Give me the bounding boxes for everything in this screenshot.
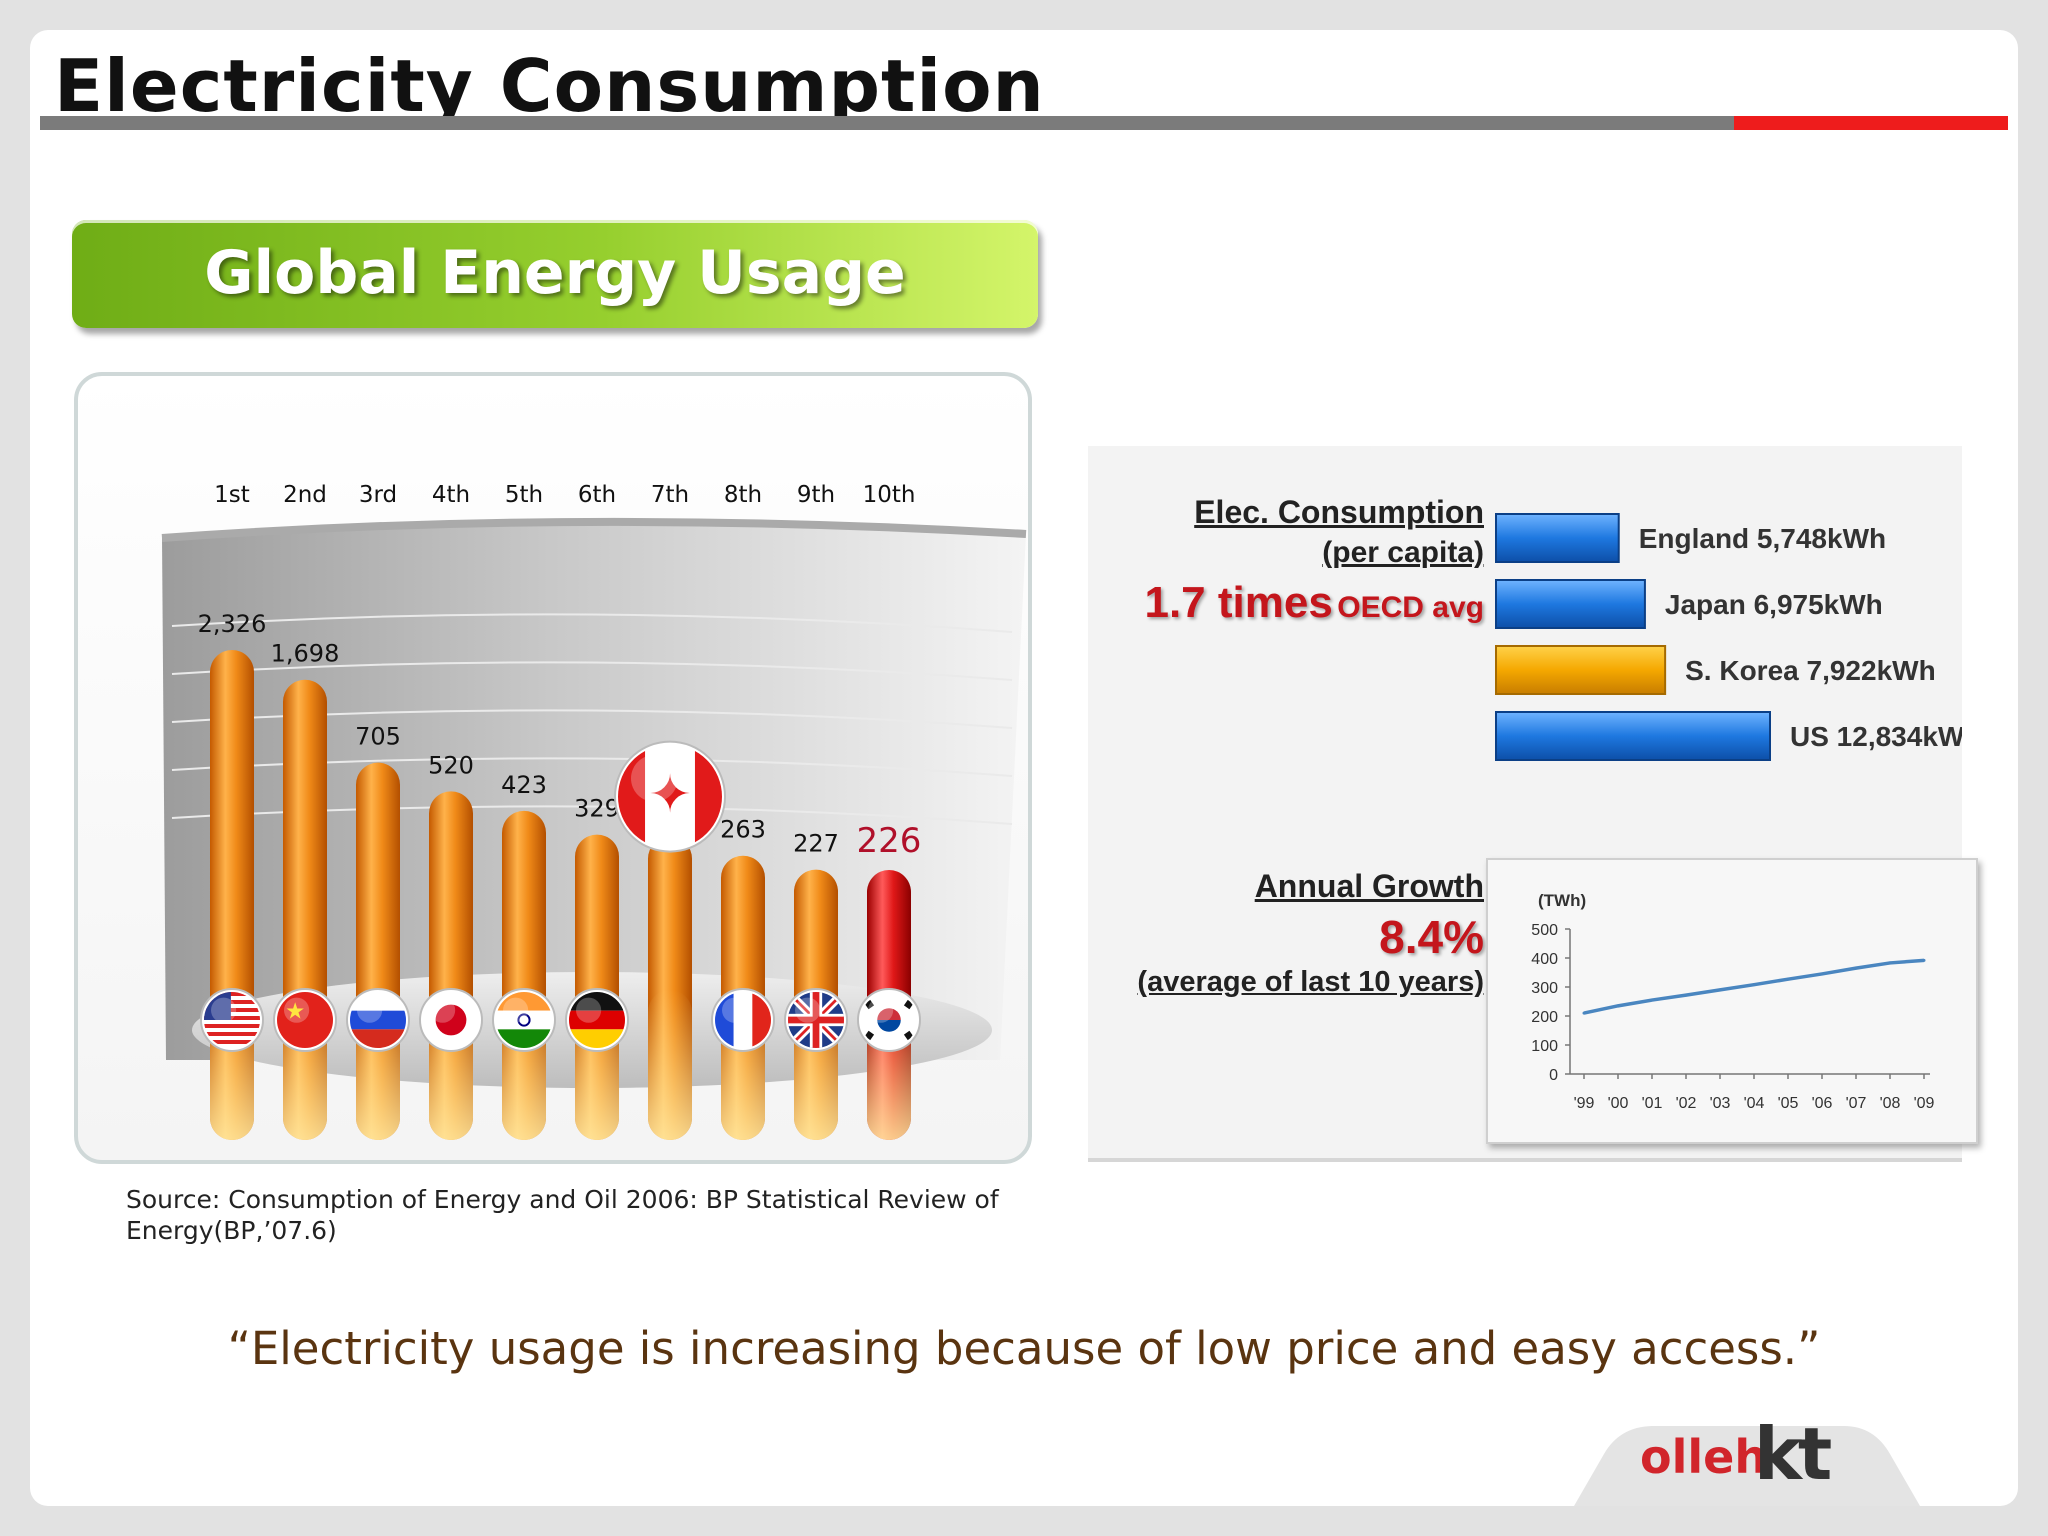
per-capita-panel: Elec. Consumption (per capita) 1.7 times… <box>1088 446 1978 1162</box>
rank-label: 1st <box>214 482 250 508</box>
global-energy-bar-chart: 1st 2nd 3rd 4th 5th 6th 7th 8th 9th 10th 2,3261,6… <box>74 372 1032 1164</box>
value-label: 2,326 <box>198 610 267 638</box>
kt-logo: olleh kt <box>1574 1412 1934 1506</box>
gridline <box>171 661 1013 681</box>
svg-text:★: ★ <box>285 999 305 1025</box>
us-flag-icon <box>200 988 264 1052</box>
value-label: 423 <box>501 771 547 799</box>
per-capita-label: US 12,834kWh <box>1790 721 1962 752</box>
rank-label: 7th <box>651 482 689 508</box>
canada-flag-icon: ✦ <box>614 740 726 853</box>
oecd-times: 1.7 times <box>1144 578 1333 627</box>
russia-flag-icon <box>346 988 410 1052</box>
rank-label: 4th <box>432 482 470 508</box>
per-capita-bar <box>1495 645 1667 695</box>
per-capita-bar <box>1495 513 1620 563</box>
rank-label: 9th <box>797 482 835 508</box>
growth-note: (average of last 10 years) <box>1137 966 1484 998</box>
growth-point <box>1684 993 1688 997</box>
svg-text:✦: ✦ <box>648 765 692 825</box>
per-capita-label: Japan 6,975kWh <box>1665 589 1883 620</box>
growth-value: 8.4% <box>1379 911 1484 963</box>
quote: “Electricity usage is increasing because… <box>227 1322 1821 1375</box>
bar-shine <box>648 990 692 1140</box>
line-x-tick: '03 <box>1710 1095 1731 1112</box>
title-rule-accent <box>1734 116 2008 130</box>
slide-title: Electricity Consumption <box>54 44 1045 128</box>
value-label: 263 <box>720 816 766 844</box>
germany-flag-icon <box>565 988 629 1052</box>
line-y-tick: 200 <box>1531 1009 1558 1026</box>
line-y-tick: 100 <box>1531 1038 1558 1055</box>
growth-point <box>1616 1004 1620 1008</box>
line-x-tick: '01 <box>1642 1095 1663 1112</box>
line-x-tick: '05 <box>1778 1095 1799 1112</box>
line-x-tick: '07 <box>1846 1095 1867 1112</box>
value-label: 227 <box>793 830 839 858</box>
per-capita-label: S. Korea 7,922kWh <box>1685 655 1936 686</box>
line-x-tick: '09 <box>1914 1095 1935 1112</box>
value-label: 1,698 <box>271 640 340 668</box>
growth-point <box>1888 961 1892 965</box>
line-x-tick: '08 <box>1880 1095 1901 1112</box>
growth-chart-box: (TWh) 0 100 200 300 400 500 '99 '00 '01 '02 '03 '04 '… <box>1486 858 1978 1144</box>
chart-top-rim <box>161 517 1027 542</box>
rank-label: 5th <box>505 482 543 508</box>
line-y-tick: 0 <box>1549 1067 1558 1084</box>
source-note: Source: Consumption of Energy and Oil 20… <box>126 1185 999 1245</box>
growth-point <box>1820 972 1824 976</box>
line-x-tick: '99 <box>1574 1095 1595 1112</box>
france-flag-icon <box>711 988 775 1052</box>
rank-label: 8th <box>724 482 762 508</box>
growth-heading: Annual Growth <box>1254 868 1484 904</box>
line-x-tick: '02 <box>1676 1095 1697 1112</box>
per-capita-bar-chart: England 5,748kWh Japan 6,975kWh S. Korea 7… <box>1495 513 1962 761</box>
growth-point <box>1752 983 1756 987</box>
rank-label: 10th <box>863 482 916 508</box>
banner-title: Global Energy Usage <box>204 238 906 308</box>
logo-kt-mark: kt <box>1754 1412 1832 1496</box>
line-y-tick: 400 <box>1531 951 1558 968</box>
line-y-label: (TWh) <box>1538 891 1586 910</box>
uk-flag-icon <box>784 988 848 1052</box>
value-label: 329 <box>574 795 620 823</box>
growth-point <box>1718 988 1722 992</box>
growth-series-line <box>1583 958 1925 1015</box>
per-capita-label: England 5,748kWh <box>1639 523 1886 554</box>
slide: Electricity Consumption Global Energy Us… <box>30 30 2018 1506</box>
value-label: 226 <box>857 821 922 861</box>
rank-label: 3rd <box>359 482 397 508</box>
china-flag-icon: ★ <box>273 988 337 1052</box>
per-capita-heading: Elec. Consumption <box>1194 494 1484 530</box>
growth-line-chart: (TWh) 0 100 200 300 400 500 '99 '00 '01 '02 '03 '04 '… <box>1531 891 1935 1112</box>
logo-tab <box>1574 1426 1920 1506</box>
growth-point <box>1854 966 1858 970</box>
gridline <box>171 613 1013 633</box>
growth-point <box>1650 998 1654 1002</box>
per-capita-bar <box>1495 579 1646 629</box>
line-y-tick: 500 <box>1531 922 1558 939</box>
korea-flag-icon <box>857 988 921 1052</box>
line-x-tick: '00 <box>1608 1095 1629 1112</box>
japan-flag-icon <box>419 988 483 1052</box>
logo-wordmark: olleh <box>1640 1430 1768 1484</box>
banner: Global Energy Usage <box>72 220 1038 328</box>
growth-point <box>1786 977 1790 981</box>
growth-point <box>1922 958 1926 962</box>
value-label: 520 <box>428 751 474 779</box>
rank-label: 2nd <box>283 482 327 508</box>
line-x-tick: '06 <box>1812 1095 1833 1112</box>
per-capita-subheading: (per capita) <box>1322 536 1484 569</box>
line-y-tick: 300 <box>1531 980 1558 997</box>
oecd-label: OECD avg <box>1337 591 1484 624</box>
growth-point <box>1582 1011 1586 1015</box>
per-capita-bar <box>1495 711 1771 761</box>
oecd-ratio: 1.7 times OECD avg <box>1088 578 1484 628</box>
india-flag-icon <box>492 988 556 1052</box>
rank-label: 6th <box>578 482 616 508</box>
global-energy-chart: 1st 2nd 3rd 4th 5th 6th 7th 8th 9th 10th 2,326 1,6… <box>72 370 1036 1170</box>
line-x-tick: '04 <box>1744 1095 1765 1112</box>
value-label: 705 <box>355 723 401 751</box>
title-rule <box>40 116 1734 130</box>
